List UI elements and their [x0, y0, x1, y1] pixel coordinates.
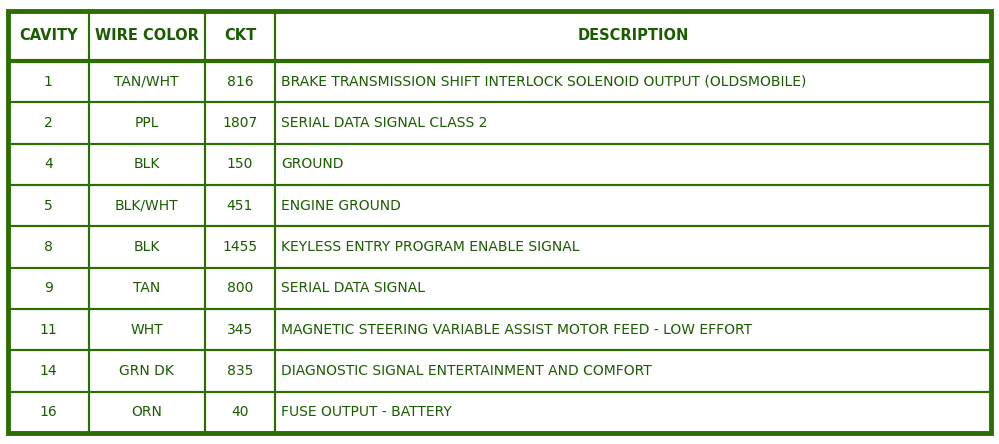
Bar	[8, 143, 89, 185]
Bar	[8, 309, 89, 350]
Text: PPL: PPL	[134, 116, 159, 130]
Text: ENGINE GROUND: ENGINE GROUND	[282, 198, 402, 213]
Text: 8: 8	[44, 240, 53, 254]
Text: WHT: WHT	[130, 322, 163, 337]
Text: 16: 16	[39, 405, 57, 419]
Bar	[8, 11, 89, 61]
Bar	[276, 102, 991, 143]
Text: BLK: BLK	[134, 240, 160, 254]
Text: CAVITY: CAVITY	[19, 28, 78, 44]
Bar	[89, 143, 205, 185]
Text: 14: 14	[40, 364, 57, 378]
Bar	[276, 350, 991, 392]
Bar	[276, 226, 991, 268]
Text: DIAGNOSTIC SIGNAL ENTERTAINMENT AND COMFORT: DIAGNOSTIC SIGNAL ENTERTAINMENT AND COMF…	[282, 364, 652, 378]
Bar	[276, 268, 991, 309]
Text: 40: 40	[231, 405, 249, 419]
Bar	[205, 185, 276, 226]
Bar	[205, 350, 276, 392]
Text: 1807: 1807	[223, 116, 258, 130]
Bar	[205, 226, 276, 268]
Bar	[8, 185, 89, 226]
Bar	[89, 226, 205, 268]
Text: 4: 4	[44, 157, 53, 171]
Bar	[276, 61, 991, 102]
Bar	[8, 350, 89, 392]
Text: 800: 800	[227, 281, 253, 295]
Bar	[8, 268, 89, 309]
Text: FUSE OUTPUT - BATTERY: FUSE OUTPUT - BATTERY	[282, 405, 453, 419]
Text: 9: 9	[44, 281, 53, 295]
Text: KEYLESS ENTRY PROGRAM ENABLE SIGNAL: KEYLESS ENTRY PROGRAM ENABLE SIGNAL	[282, 240, 579, 254]
Text: BLK: BLK	[134, 157, 160, 171]
Text: GRN DK: GRN DK	[119, 364, 174, 378]
Bar	[205, 309, 276, 350]
Bar	[205, 392, 276, 433]
Bar	[89, 309, 205, 350]
Text: ORN: ORN	[131, 405, 162, 419]
Text: 5: 5	[44, 198, 53, 213]
Bar	[89, 268, 205, 309]
Bar	[89, 392, 205, 433]
Text: 816: 816	[227, 75, 254, 88]
Text: DESCRIPTION: DESCRIPTION	[577, 28, 689, 44]
Bar	[276, 11, 991, 61]
Text: 150: 150	[227, 157, 253, 171]
Text: WIRE COLOR: WIRE COLOR	[95, 28, 199, 44]
Text: BLK/WHT: BLK/WHT	[115, 198, 179, 213]
Text: MAGNETIC STEERING VARIABLE ASSIST MOTOR FEED - LOW EFFORT: MAGNETIC STEERING VARIABLE ASSIST MOTOR …	[282, 322, 752, 337]
Text: CKT: CKT	[224, 28, 256, 44]
Bar	[8, 226, 89, 268]
Text: BRAKE TRANSMISSION SHIFT INTERLOCK SOLENOID OUTPUT (OLDSMOBILE): BRAKE TRANSMISSION SHIFT INTERLOCK SOLEN…	[282, 75, 807, 88]
Bar	[205, 102, 276, 143]
Bar	[276, 309, 991, 350]
Bar	[276, 143, 991, 185]
Text: 1: 1	[44, 75, 53, 88]
Text: TAN/WHT: TAN/WHT	[114, 75, 179, 88]
Text: 1455: 1455	[223, 240, 258, 254]
Bar	[205, 61, 276, 102]
Text: 451: 451	[227, 198, 253, 213]
Text: 2: 2	[44, 116, 53, 130]
Bar	[8, 61, 89, 102]
Text: 345: 345	[227, 322, 253, 337]
Bar	[276, 392, 991, 433]
Text: GROUND: GROUND	[282, 157, 344, 171]
Text: TAN: TAN	[133, 281, 160, 295]
Bar	[89, 102, 205, 143]
Bar	[89, 185, 205, 226]
Bar	[205, 11, 276, 61]
Text: 11: 11	[39, 322, 57, 337]
Text: SERIAL DATA SIGNAL: SERIAL DATA SIGNAL	[282, 281, 426, 295]
Bar	[8, 392, 89, 433]
Bar	[205, 143, 276, 185]
Bar	[89, 350, 205, 392]
Text: SERIAL DATA SIGNAL CLASS 2: SERIAL DATA SIGNAL CLASS 2	[282, 116, 488, 130]
Text: 835: 835	[227, 364, 253, 378]
Bar	[276, 185, 991, 226]
Bar	[205, 268, 276, 309]
Bar	[89, 61, 205, 102]
Bar	[8, 102, 89, 143]
Bar	[89, 11, 205, 61]
